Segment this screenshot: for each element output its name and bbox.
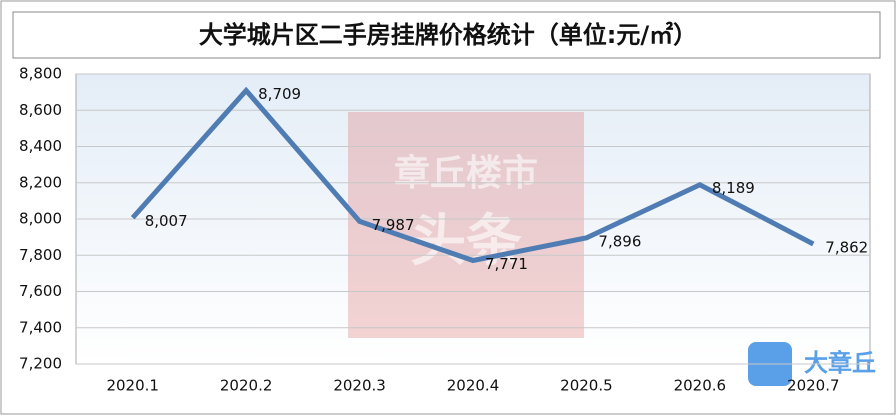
- y-tick-label: 8,800: [19, 65, 62, 83]
- data-label: 7,896: [598, 232, 641, 250]
- line-series: [130, 86, 815, 264]
- y-tick-label: 7,200: [19, 355, 62, 373]
- data-label: 7,987: [372, 216, 415, 234]
- watermark: 头条: [410, 209, 522, 274]
- x-tick-label: 2020.4: [447, 377, 500, 395]
- watermark-box: [348, 112, 584, 338]
- chart-title: 大学城片区二手房挂牌价格统计（单位:元/㎡）: [199, 21, 697, 49]
- y-tick-label: 7,400: [19, 318, 62, 336]
- y-tick-label: 7,800: [19, 246, 62, 264]
- y-tick-label: 8,600: [19, 101, 62, 119]
- y-tick-label: 8,200: [19, 173, 62, 191]
- x-tick-label: 2020.3: [333, 377, 386, 395]
- data-label: 8,189: [712, 179, 755, 197]
- y-tick-label: 8,400: [19, 137, 62, 155]
- data-label: 8,007: [145, 212, 188, 230]
- watermark: 章丘楼市: [394, 152, 538, 194]
- x-tick-label: 2020.5: [560, 377, 613, 395]
- x-tick-label: 2020.7: [787, 377, 840, 395]
- y-tick-label: 8,000: [19, 210, 62, 228]
- data-label: 8,709: [258, 85, 301, 103]
- y-tick-label: 7,600: [19, 282, 62, 300]
- x-tick-label: 2020.6: [674, 377, 727, 395]
- x-tick-label: 2020.1: [106, 377, 159, 395]
- x-tick-label: 2020.2: [220, 377, 273, 395]
- watermark-logo: 大章丘: [804, 349, 876, 377]
- title-box: [12, 11, 881, 59]
- data-label: 7,771: [485, 255, 528, 273]
- data-label: 7,862: [825, 239, 868, 257]
